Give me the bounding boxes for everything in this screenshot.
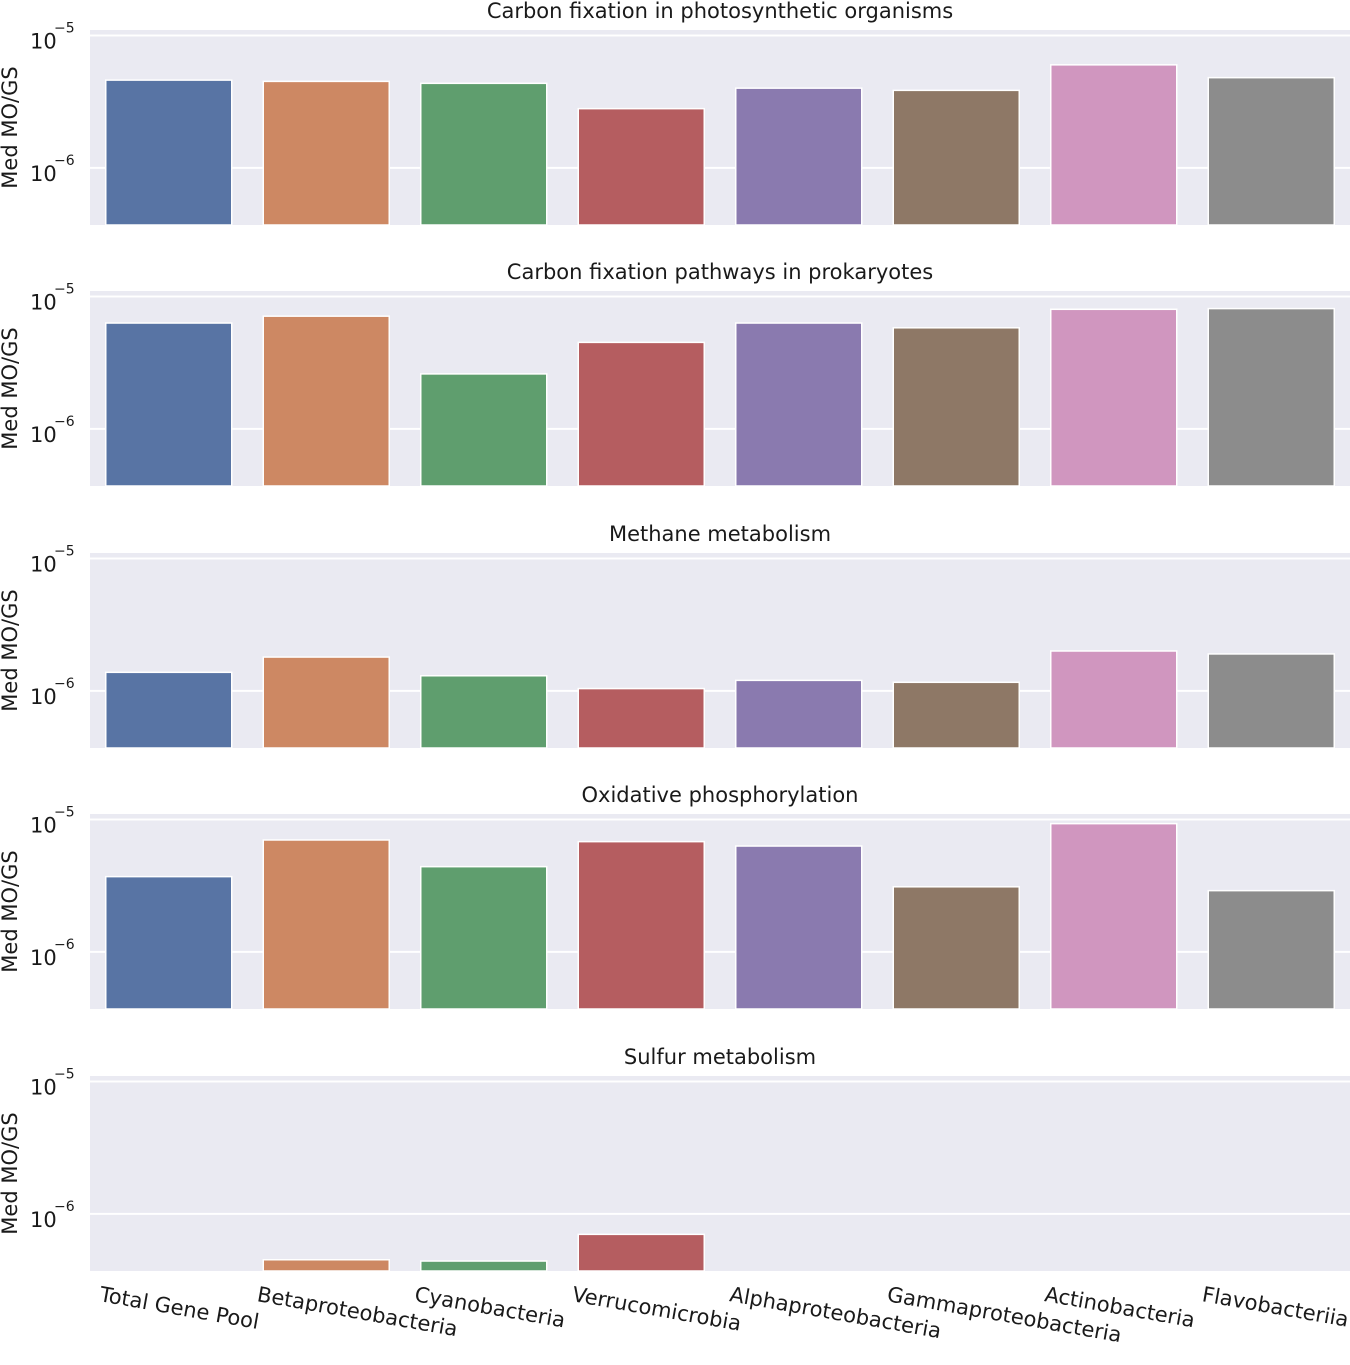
bar[interactable] (420, 373, 548, 487)
x-tick-label: Total Gene Pool (97, 1282, 261, 1334)
y-tick-label: 10 (30, 685, 57, 709)
bar[interactable] (1050, 64, 1178, 226)
bar[interactable] (577, 107, 705, 226)
y-tick-exponent: −6 (54, 937, 75, 953)
y-tick-label: 10 (30, 1208, 57, 1232)
y-axis-label: Med MO/GS (0, 1112, 22, 1234)
bar[interactable] (105, 875, 233, 1010)
y-tick-exponent: −6 (54, 676, 75, 692)
bar[interactable] (577, 687, 705, 749)
y-tick-label: 10 (30, 162, 57, 186)
y-tick-label: 10 (30, 290, 57, 314)
bar[interactable] (577, 840, 705, 1010)
bar[interactable] (420, 1260, 548, 1272)
bar[interactable] (262, 839, 390, 1010)
bar[interactable] (735, 322, 863, 487)
bar[interactable] (577, 1233, 705, 1272)
bar[interactable] (1207, 307, 1335, 487)
panel-title: Carbon fixation pathways in prokaryotes (507, 260, 933, 284)
bar[interactable] (262, 1258, 390, 1272)
bar[interactable] (105, 79, 233, 226)
y-axis-label: Med MO/GS (0, 66, 22, 188)
bar[interactable] (892, 327, 1020, 487)
bar[interactable] (892, 886, 1020, 1010)
bar[interactable] (105, 671, 233, 749)
panel-title: Sulfur metabolism (624, 1045, 816, 1069)
panel-background (90, 1076, 1350, 1271)
bar[interactable] (1050, 822, 1178, 1010)
y-tick-exponent: −5 (54, 1066, 75, 1082)
bar[interactable] (105, 322, 233, 487)
y-tick-label: 10 (30, 1075, 57, 1099)
bar[interactable] (1207, 889, 1335, 1010)
panel-title: Methane metabolism (609, 522, 831, 546)
bar[interactable] (1207, 76, 1335, 226)
bar[interactable] (262, 80, 390, 226)
bar[interactable] (420, 675, 548, 749)
y-axis-label: Med MO/GS (0, 589, 22, 711)
bar[interactable] (1050, 650, 1178, 749)
y-axis-label: Med MO/GS (0, 327, 22, 449)
y-tick-exponent: −6 (54, 414, 75, 430)
y-tick-exponent: −5 (54, 20, 75, 36)
y-tick-exponent: −6 (54, 1199, 75, 1215)
bar[interactable] (735, 845, 863, 1010)
y-tick-exponent: −5 (54, 543, 75, 559)
bar[interactable] (262, 315, 390, 487)
bar[interactable] (420, 865, 548, 1010)
y-tick-label: 10 (30, 946, 57, 970)
bar[interactable] (420, 82, 548, 226)
x-tick-label: Verrucomicrobia (570, 1282, 743, 1335)
bar[interactable] (892, 681, 1020, 749)
bar[interactable] (892, 89, 1020, 226)
y-tick-exponent: −5 (54, 804, 75, 820)
panel-title: Carbon fixation in photosynthetic organi… (487, 0, 953, 23)
bar[interactable] (1207, 653, 1335, 749)
bar[interactable] (735, 87, 863, 226)
y-tick-exponent: −5 (54, 281, 75, 297)
y-axis-label: Med MO/GS (0, 850, 22, 972)
bar[interactable] (735, 679, 863, 749)
x-tick-label: Flavobacteriia (1200, 1282, 1350, 1331)
y-tick-label: 10 (30, 423, 57, 447)
y-tick-label: 10 (30, 552, 57, 576)
y-tick-label: 10 (30, 29, 57, 53)
bar[interactable] (1050, 308, 1178, 487)
y-tick-label: 10 (30, 813, 57, 837)
y-tick-exponent: −6 (54, 153, 75, 169)
bar[interactable] (577, 341, 705, 487)
bar[interactable] (262, 656, 390, 749)
panel-title: Oxidative phosphorylation (582, 783, 859, 807)
